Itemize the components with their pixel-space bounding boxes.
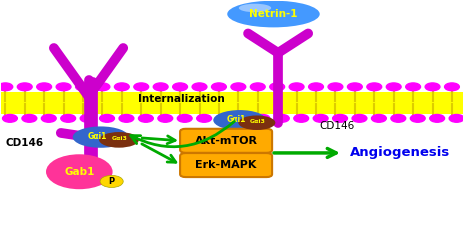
Text: Gab1: Gab1 [64,167,94,177]
FancyArrowPatch shape [274,149,336,157]
FancyBboxPatch shape [180,129,272,153]
Ellipse shape [99,132,139,148]
Circle shape [177,114,192,122]
Circle shape [313,114,328,122]
Text: Akt-mTOR: Akt-mTOR [195,136,257,146]
Circle shape [211,83,226,91]
Circle shape [391,114,406,122]
Ellipse shape [213,110,266,130]
Circle shape [236,114,250,122]
Circle shape [309,83,323,91]
Circle shape [22,114,37,122]
Text: Gαi3: Gαi3 [112,136,128,141]
Circle shape [138,114,153,122]
Circle shape [425,83,440,91]
Text: Gαi1: Gαi1 [87,132,107,141]
Circle shape [328,83,343,91]
Ellipse shape [238,115,275,130]
Circle shape [386,83,401,91]
Text: P: P [109,177,115,186]
Circle shape [449,114,464,122]
Circle shape [56,83,71,91]
Circle shape [80,114,95,122]
Circle shape [158,114,173,122]
Circle shape [37,83,52,91]
Circle shape [100,175,123,187]
Circle shape [406,83,420,91]
Circle shape [367,83,382,91]
Circle shape [61,114,75,122]
FancyBboxPatch shape [180,153,272,177]
Circle shape [289,83,304,91]
Text: Gαi3: Gαi3 [250,119,266,124]
Circle shape [372,114,386,122]
Circle shape [352,114,367,122]
FancyArrowPatch shape [131,122,235,147]
Text: CD146: CD146 [5,138,44,148]
Circle shape [445,83,459,91]
Ellipse shape [227,1,320,27]
Circle shape [250,83,265,91]
Circle shape [119,114,134,122]
Circle shape [0,83,13,91]
Circle shape [192,83,207,91]
Circle shape [173,83,188,91]
Circle shape [18,83,32,91]
FancyArrowPatch shape [142,144,176,162]
Text: Angiogenesis: Angiogenesis [350,146,450,159]
Circle shape [2,114,18,122]
Circle shape [216,114,231,122]
Circle shape [347,83,362,91]
Circle shape [75,83,91,91]
Circle shape [333,114,347,122]
Circle shape [41,114,56,122]
Circle shape [46,154,113,189]
Circle shape [100,114,114,122]
Circle shape [153,83,168,91]
Circle shape [430,114,445,122]
Ellipse shape [239,4,271,12]
Circle shape [410,114,425,122]
Circle shape [197,114,211,122]
Text: Erk-MAPK: Erk-MAPK [195,160,257,170]
Text: Gαi1: Gαi1 [227,115,246,124]
Circle shape [231,83,246,91]
Circle shape [294,114,309,122]
Circle shape [255,114,270,122]
Bar [0,92,463,113]
Text: Netrin-1: Netrin-1 [249,9,298,19]
Text: CD146: CD146 [320,121,355,131]
Ellipse shape [73,126,128,148]
Circle shape [270,83,284,91]
Circle shape [114,83,129,91]
Circle shape [95,83,110,91]
Circle shape [274,114,289,122]
Circle shape [134,83,149,91]
Text: Internalization: Internalization [137,94,224,104]
FancyArrowPatch shape [142,136,175,144]
